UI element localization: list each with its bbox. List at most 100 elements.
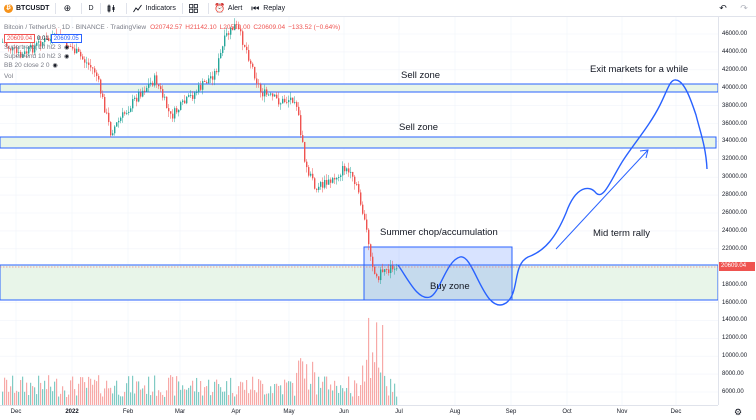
volume-bar	[372, 352, 374, 405]
eye-icon[interactable]: ◉	[52, 63, 58, 69]
volume-bar	[28, 395, 30, 405]
indicator-row-volume[interactable]: Vol	[4, 72, 343, 81]
indicator-label: BB 20 close 2 0	[4, 62, 50, 69]
volume-bar	[70, 380, 72, 405]
ask-price-button[interactable]: 20609.05	[50, 34, 82, 43]
candle-body	[16, 48, 18, 53]
candle-body	[346, 168, 348, 172]
indicator-row-supertrend-1[interactable]: Supertrend 10 hl2 3 ◉	[4, 43, 343, 52]
candle-body	[362, 204, 364, 214]
candle-body	[336, 177, 338, 180]
candle-body	[232, 27, 234, 31]
volume-bar	[262, 383, 264, 405]
volume-bar	[278, 385, 280, 405]
time-tick-label: Sep	[505, 409, 517, 415]
summer-chop-label[interactable]: Summer chop/accumulation	[380, 227, 498, 238]
redo-button[interactable]: ↷	[735, 0, 756, 17]
indicators-button[interactable]: Indicators	[129, 0, 180, 17]
toolbar-divider	[181, 2, 183, 14]
sell-zone-label-lower[interactable]: Sell zone	[399, 122, 439, 133]
sell-zone-upper[interactable]	[0, 83, 718, 93]
candle-body	[146, 87, 148, 92]
compare-symbol-button[interactable]: ⊕	[58, 0, 79, 17]
gear-icon[interactable]: ⚙	[734, 407, 743, 417]
interval-button[interactable]: D	[84, 0, 97, 17]
replay-button[interactable]: ⏮ Replay	[246, 0, 289, 17]
candle-body	[388, 269, 390, 274]
volume-bar	[186, 389, 188, 405]
mid-term-rally-label[interactable]: Mid term rally	[593, 228, 651, 239]
volume-bar	[354, 380, 356, 405]
eye-icon[interactable]: ◉	[64, 54, 70, 60]
volume-bar	[26, 382, 28, 405]
volume-bar	[38, 375, 40, 405]
candle-body	[32, 44, 34, 53]
volume-bar	[250, 389, 252, 405]
volume-bar	[382, 325, 384, 405]
volume-bar	[16, 390, 18, 405]
projection-curve[interactable]	[397, 79, 708, 306]
sell-zone-label-upper[interactable]: Sell zone	[401, 70, 441, 81]
price-chart[interactable]	[0, 17, 718, 405]
volume-bar	[244, 389, 246, 405]
layouts-button[interactable]	[185, 0, 206, 17]
candle-body	[168, 108, 170, 112]
volume-bar	[88, 376, 90, 405]
candle-body	[350, 171, 352, 173]
candle-body	[132, 99, 134, 109]
time-tick-label: Apr	[231, 409, 241, 415]
trend-arrow-line[interactable]	[555, 149, 649, 250]
alert-button[interactable]: ⏰ Alert	[211, 0, 246, 17]
chart-type-button[interactable]	[103, 0, 124, 17]
volume-bar	[100, 393, 102, 405]
candle-body	[382, 269, 384, 273]
symbol-search-button[interactable]: ₿ BTCUSDT	[0, 0, 53, 17]
volume-bar	[338, 392, 340, 405]
candle-body	[370, 244, 372, 257]
time-tick-label: Nov	[616, 409, 628, 415]
volume-bar	[322, 381, 324, 405]
candle-body	[86, 62, 88, 64]
candle-body	[134, 97, 136, 100]
accumulation-box[interactable]	[363, 246, 513, 301]
volume-bar	[50, 386, 52, 405]
candle-body	[176, 108, 178, 113]
buy-zone-label[interactable]: Buy zone	[430, 281, 470, 292]
volume-bar	[364, 381, 366, 405]
price-tick-label: 22000.00	[722, 245, 748, 252]
high-value: H21142.10	[185, 24, 217, 31]
candle-body	[342, 165, 344, 176]
price-tick-label: 30000.00	[722, 174, 748, 181]
candle-body	[142, 90, 144, 97]
volume-bar	[138, 381, 140, 405]
candle-body	[396, 268, 398, 270]
candle-body	[8, 46, 10, 49]
time-axis[interactable]: Dec 2022 Feb Mar Apr May Jun Jul Aug Sep Oct Nov Dec	[0, 405, 718, 420]
candle-body	[22, 54, 24, 58]
volume-bar	[6, 379, 8, 405]
volume-bar	[92, 384, 94, 405]
exit-markets-label[interactable]: Exit markets for a while	[590, 64, 689, 75]
undo-button[interactable]: ↶	[714, 0, 735, 17]
volume-bar	[46, 389, 48, 405]
volume-bar	[44, 380, 46, 405]
eye-icon[interactable]: ◉	[64, 45, 70, 51]
volume-bar	[310, 383, 312, 405]
candle-body	[166, 96, 168, 109]
bid-price-button[interactable]: 20609.04	[4, 34, 36, 43]
buy-zone[interactable]	[0, 264, 718, 301]
sell-zone-lower[interactable]	[0, 136, 717, 149]
candle-body	[278, 98, 280, 105]
indicator-row-supertrend-2[interactable]: Supertrend 10 hl2 3 ◉	[4, 52, 343, 61]
indicator-row-bollinger[interactable]: BB 20 close 2 0 ◉	[4, 61, 343, 70]
price-axis[interactable]: 46000.00 44000.00 42000.00 40000.00 38000.00…	[718, 17, 756, 405]
candle-body	[2, 41, 4, 43]
candle-body	[354, 176, 356, 185]
candle-body	[28, 47, 30, 54]
candle-body	[292, 97, 294, 103]
candle-body	[268, 94, 270, 96]
candle-body	[44, 38, 46, 43]
candle-body	[24, 51, 26, 55]
volume-bar	[94, 379, 96, 405]
candle-body	[272, 93, 274, 97]
